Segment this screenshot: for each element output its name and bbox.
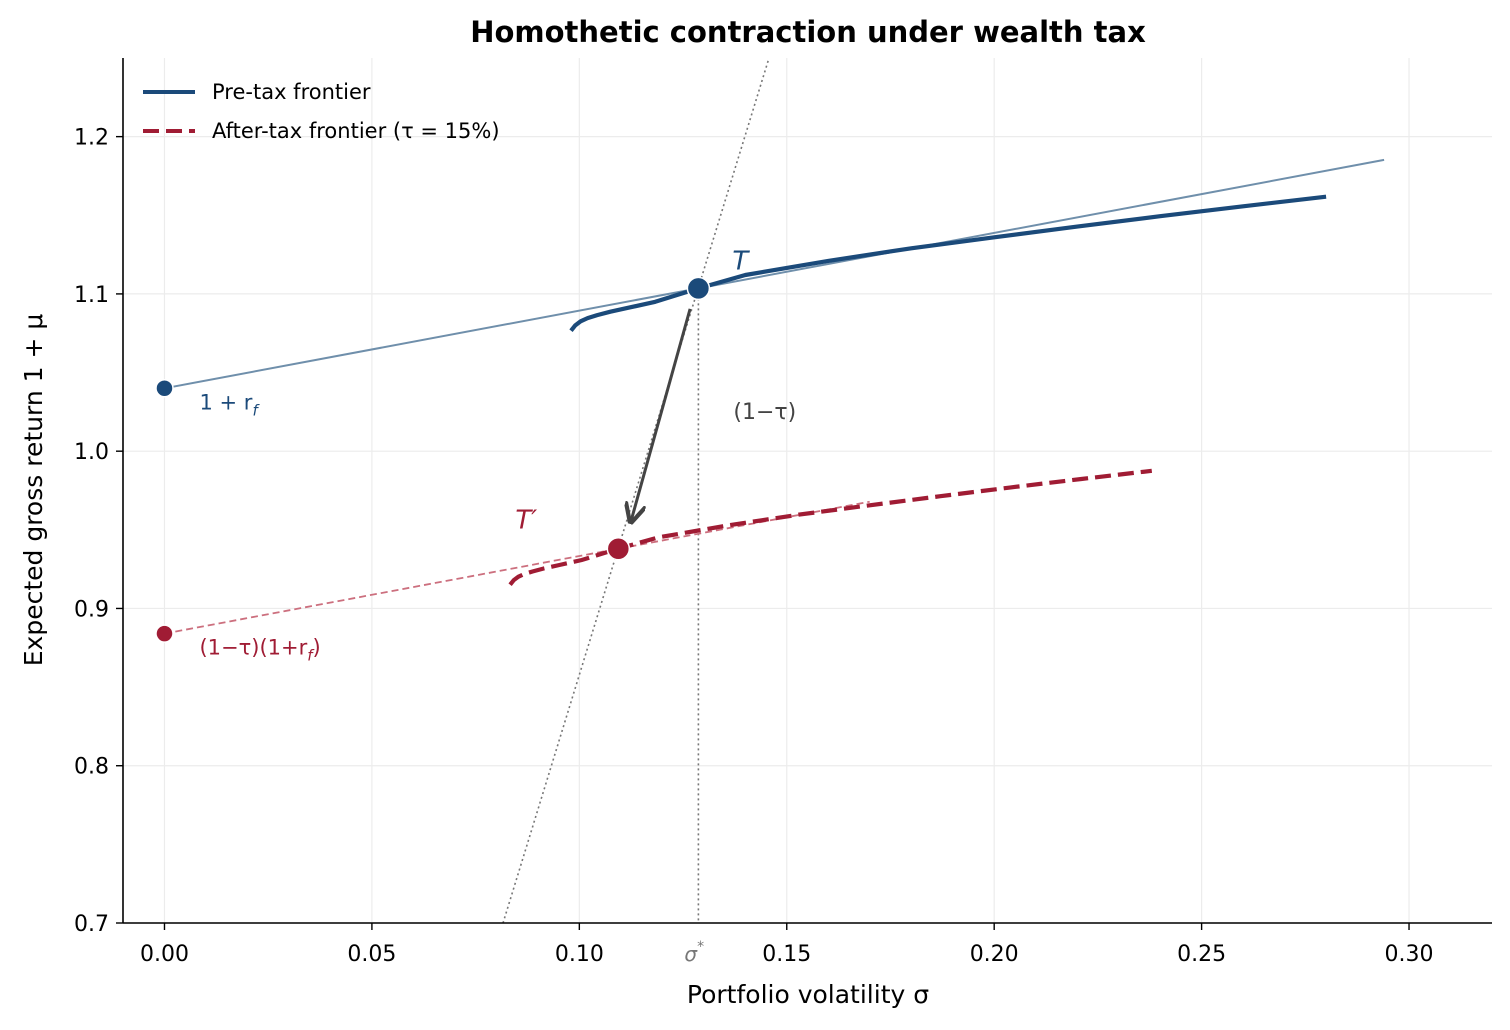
legend: Pre-tax frontier After-tax frontier (τ =… <box>143 80 500 143</box>
x-tick-label: 0.20 <box>970 942 1019 967</box>
annotations: T T′ (1−τ) 1 + rf (1−τ)(1+rf) σ* <box>199 246 796 966</box>
after-tax-risk-free-close: ) <box>313 636 321 660</box>
risk-free-point <box>155 379 174 398</box>
y-tick-label: 1.2 <box>74 126 109 151</box>
tangency-point-T-prime <box>606 536 631 561</box>
tau-factor-label: (1−τ) <box>733 400 796 425</box>
y-tick-label: 0.7 <box>74 912 109 937</box>
y-tick-label: 1.1 <box>74 283 109 308</box>
grid-layer <box>123 58 1492 924</box>
sigma-star-main: σ <box>684 942 698 966</box>
contraction-arrow <box>631 308 692 522</box>
plot-area <box>155 58 1385 923</box>
x-tick-label: 0.05 <box>347 942 396 967</box>
after-tax-frontier-line <box>508 468 1153 587</box>
legend-label-pre-tax: Pre-tax frontier <box>212 80 371 104</box>
x-tick-label: 0.30 <box>1385 942 1434 967</box>
after-tax-capital-market-line <box>164 500 870 635</box>
chart-title: Homothetic contraction under wealth tax <box>470 15 1146 49</box>
x-tick-label: 0.15 <box>762 942 811 967</box>
y-tick-label: 0.9 <box>74 597 109 622</box>
risk-free-label-sub: f <box>252 401 260 419</box>
ray-through-origin <box>502 58 770 923</box>
x-axis-label: Portfolio volatility σ <box>687 980 929 1009</box>
risk-free-label-main: 1 + r <box>199 390 252 414</box>
y-tick-label: 0.8 <box>74 755 109 780</box>
after-tax-risk-free-point <box>155 624 174 643</box>
after-tax-risk-free-label: (1−τ)(1+rf) <box>199 636 320 665</box>
pre-tax-frontier-line <box>569 194 1327 333</box>
after-tax-risk-free-sub: f <box>307 647 315 665</box>
x-tick-label: 0.00 <box>140 942 189 967</box>
legend-label-after-tax: After-tax frontier (τ = 15%) <box>212 119 500 143</box>
sigma-star-label: σ* <box>684 939 704 966</box>
after-tax-risk-free-main: (1−τ)(1+r <box>199 636 307 660</box>
x-tick-label: 0.10 <box>555 942 604 967</box>
y-tick-label: 1.0 <box>74 440 109 465</box>
point-T-prime-label: T′ <box>515 506 537 536</box>
point-T-label: T <box>732 246 750 276</box>
x-tick-label: 0.25 <box>1177 942 1226 967</box>
risk-free-label: 1 + rf <box>199 390 260 419</box>
pre-tax-capital-market-line <box>164 158 1385 390</box>
y-axis-label: Expected gross return 1 + μ <box>19 314 48 667</box>
axes <box>122 58 1492 924</box>
sigma-star-sup: * <box>697 939 704 955</box>
tangency-point-T <box>686 276 711 301</box>
ticks: 0.00 0.05 0.10 0.15 0.20 0.25 0.30 0.7 0.8 0.9 1.0… <box>74 126 1434 967</box>
